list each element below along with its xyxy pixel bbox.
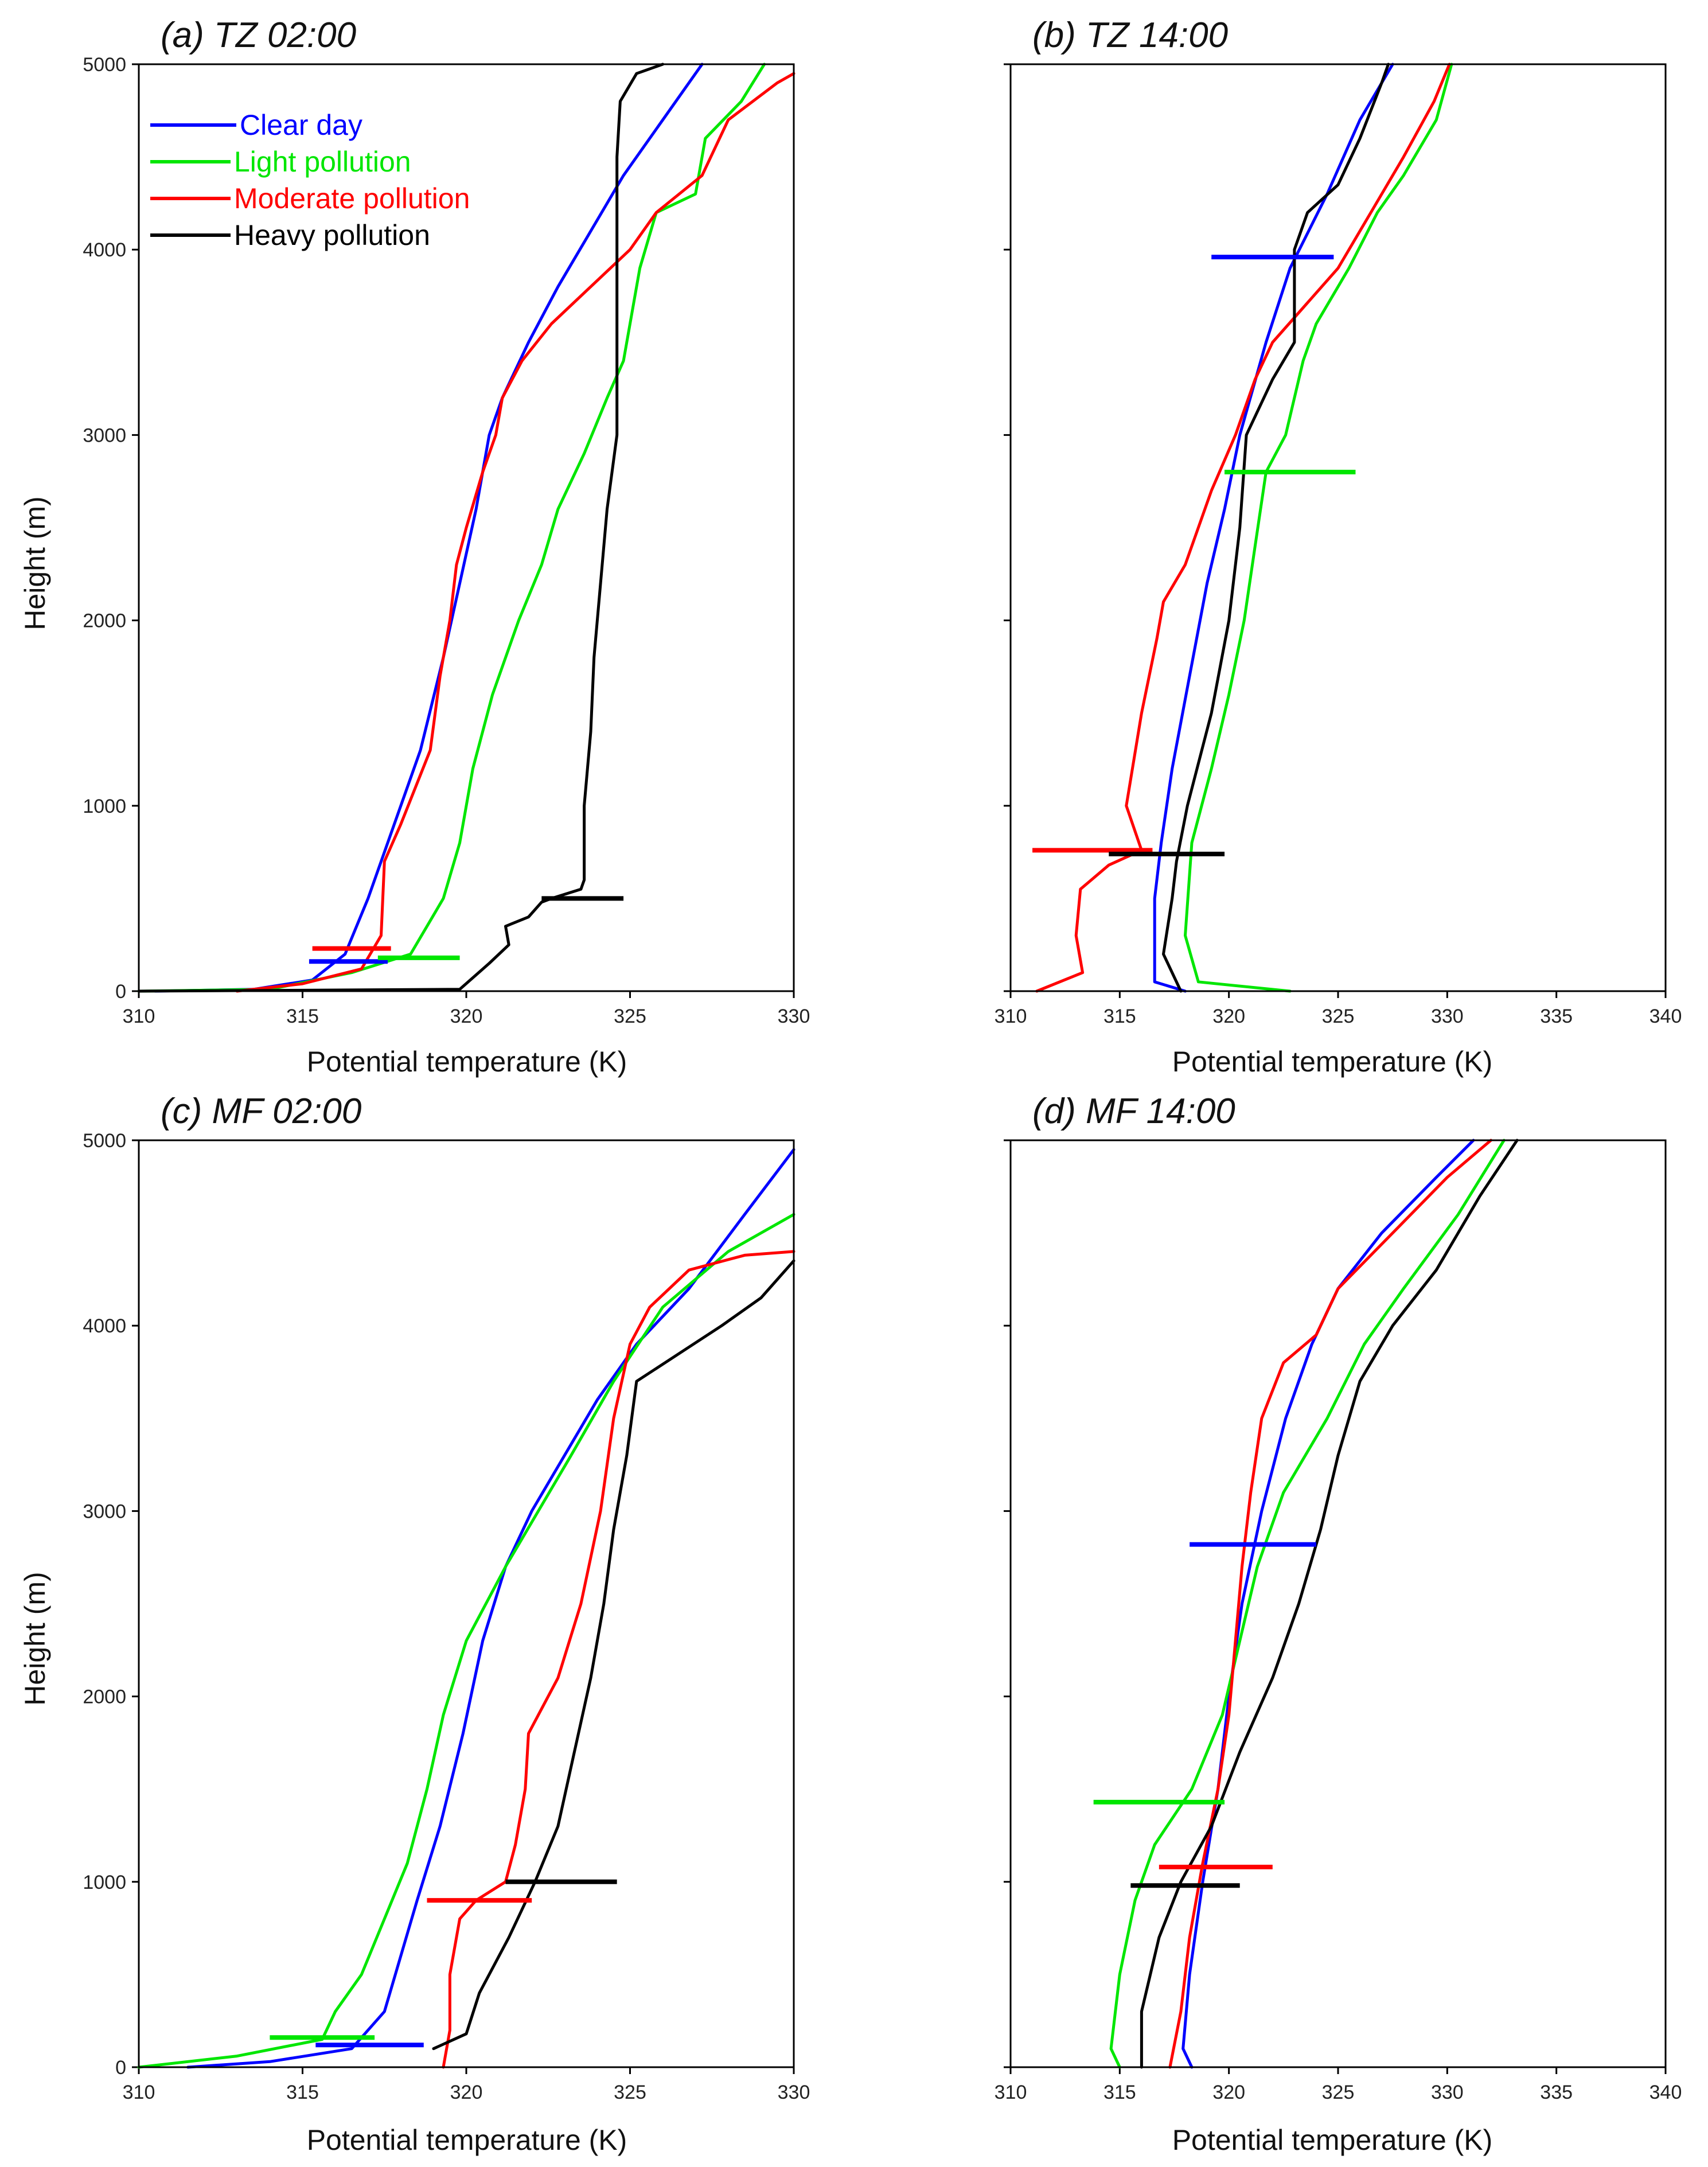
panel-c-ytick-label-3000: 3000 [83, 1500, 126, 1522]
panel-c-ytick-label-4000: 4000 [83, 1315, 126, 1337]
panel-a-xtick-label-310: 310 [123, 1005, 155, 1027]
panel-c-line-clear-day [186, 1148, 795, 2069]
panel-d-xtick-label-315: 315 [1103, 2082, 1136, 2103]
panel-c-ytick-label-1000: 1000 [83, 1872, 126, 1893]
panel-c-ylabel: Height (m) [19, 1572, 51, 1705]
panel-a-xlabel: Potential temperature (K) [307, 1046, 627, 1078]
panel-d-xtick-label-330: 330 [1431, 2082, 1464, 2103]
panel-a-line-moderate-pollution [235, 72, 795, 993]
panel-d-xtick-label-340: 340 [1649, 2082, 1682, 2103]
panel-c-line-heavy-pollution [432, 1259, 795, 2051]
panel-b-frame [1009, 63, 1667, 992]
panel-d-ticks: 310 315 320 325 330 335 340 [995, 1139, 1682, 2103]
panel-d-frame [1009, 1139, 1667, 2068]
legend-label-clear-day: Clear day [240, 109, 362, 141]
panel-c-ticks: 310 315 320 325 330 0 1000 2000 3000 4000 5000 [83, 1130, 810, 2103]
panel-b-xtick-label-330: 330 [1431, 1005, 1464, 1027]
panel-b-xtick-label-315: 315 [1103, 1005, 1136, 1027]
panel-a-ytick-label-5000: 5000 [83, 54, 126, 76]
panel-a-title: (a) TZ 02:00 [161, 15, 356, 55]
panel-c-xtick-label-330: 330 [778, 2082, 810, 2103]
panel-a-ytick-label-1000: 1000 [83, 796, 126, 817]
panel-a-ylabel: Height (m) [19, 496, 51, 630]
panel-c-xtick-label-310: 310 [123, 2082, 155, 2103]
legend-label-moderate-pollution: Moderate pollution [234, 182, 470, 215]
panel-c-xtick-label-315: 315 [286, 2082, 319, 2103]
panel-c-ytick-label-5000: 5000 [83, 1130, 126, 1152]
panel-d-title: (d) MF 14:00 [1032, 1092, 1235, 1131]
panel-d-xtick-label-325: 325 [1322, 2082, 1355, 2103]
panel-d-line-clear-day [1181, 1139, 1475, 2069]
panel-a-ticks: 310 315 320 325 330 0 1000 2000 3000 4000 5000 [83, 54, 810, 1027]
panel-c-ytick-label-2000: 2000 [83, 1686, 126, 1708]
panel-a-ytick-label-4000: 4000 [83, 239, 126, 261]
panel-a-plot [137, 63, 795, 993]
panel-d-xtick-label-310: 310 [995, 2082, 1027, 2103]
panel-b-title: (b) TZ 14:00 [1032, 15, 1228, 55]
panel-c-xtick-label-325: 325 [614, 2082, 646, 2103]
panel-c-xlabel: Potential temperature (K) [307, 2124, 627, 2156]
panel-c-line-light-pollution [137, 1213, 795, 2069]
panel-a-line-heavy-pollution [137, 63, 665, 993]
panel-b-xtick-label-335: 335 [1540, 1005, 1573, 1027]
panel-a-xtick-label-315: 315 [286, 1005, 319, 1027]
panel-b: (b) TZ 14:00 Potential temperature (K) 3… [995, 15, 1682, 1078]
panel-a-ytick-label-3000: 3000 [83, 424, 126, 446]
legend-label-light-pollution: Light pollution [234, 146, 411, 178]
panel-d-line-moderate-pollution [1168, 1139, 1492, 2069]
panel-d-xtick-label-335: 335 [1540, 2082, 1573, 2103]
panel-b-ticks: 310 315 320 325 330 335 340 [995, 63, 1682, 1027]
panel-b-line-moderate-pollution [1035, 63, 1451, 993]
panel-a-xtick-label-320: 320 [450, 1005, 483, 1027]
panel-a: (a) TZ 02:00 Height (m) Potential temper… [19, 15, 810, 1078]
panel-b-line-clear-day [1153, 63, 1394, 993]
panel-c: (c) MF 02:00 Height (m) Potential temper… [19, 1092, 810, 2156]
legend-label-heavy-pollution: Heavy pollution [234, 219, 430, 251]
panel-b-xtick-label-325: 325 [1322, 1005, 1355, 1027]
panel-b-xtick-label-320: 320 [1212, 1005, 1245, 1027]
panel-d: (d) MF 14:00 Potential temperature (K) 3… [995, 1092, 1682, 2156]
panel-c-frame [138, 1139, 795, 2068]
panel-a-xtick-label-325: 325 [614, 1005, 646, 1027]
panel-d-xtick-label-320: 320 [1212, 2082, 1245, 2103]
panel-c-line-moderate-pollution [442, 1250, 795, 2069]
panel-b-xtick-label-340: 340 [1649, 1005, 1682, 1027]
panel-a-ytick-label-0: 0 [115, 981, 126, 1003]
panel-a-ytick-label-2000: 2000 [83, 610, 126, 632]
panel-c-ytick-label-0: 0 [115, 2057, 126, 2079]
panel-b-xlabel: Potential temperature (K) [1172, 1046, 1493, 1078]
panel-c-title: (c) MF 02:00 [161, 1092, 361, 1131]
panel-d-line-light-pollution [1109, 1139, 1506, 2069]
panel-a-line-light-pollution [137, 63, 766, 993]
panel-a-frame [138, 63, 795, 992]
panel-b-plot [1032, 63, 1453, 993]
panel-a-line-clear-day [154, 63, 704, 993]
panel-a-xtick-label-330: 330 [778, 1005, 810, 1027]
panel-b-xtick-label-310: 310 [995, 1005, 1027, 1027]
panel-d-line-heavy-pollution [1140, 1139, 1519, 2069]
panel-c-xtick-label-320: 320 [450, 2082, 483, 2103]
legend: Clear day Light pollution Moderate pollu… [150, 109, 470, 251]
panel-d-xlabel: Potential temperature (K) [1172, 2124, 1493, 2156]
panel-d-plot [1093, 1139, 1519, 2069]
panel-b-line-heavy-pollution [1162, 63, 1390, 993]
panel-c-plot [137, 1148, 795, 2069]
